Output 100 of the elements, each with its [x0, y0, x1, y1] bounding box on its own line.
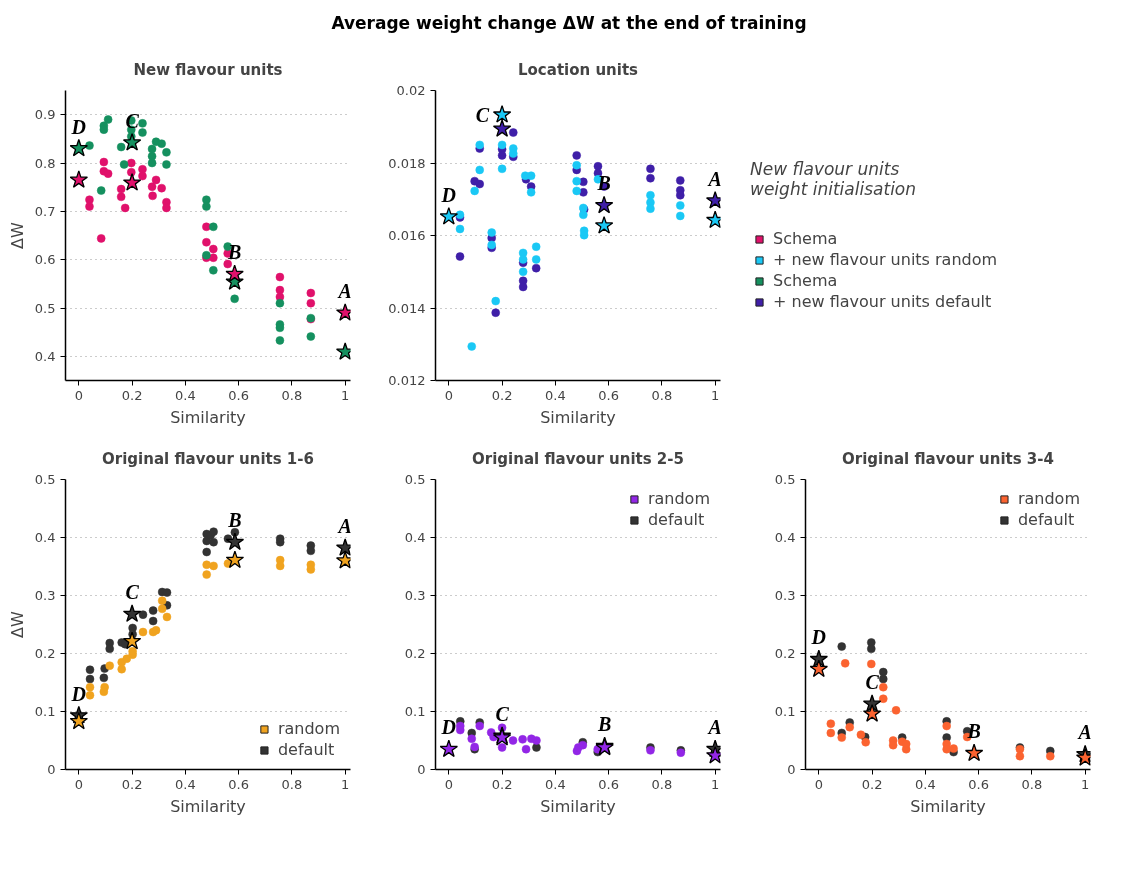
legend-label: random [1017, 489, 1080, 508]
y-tick-label: 0.8 [34, 155, 56, 171]
x-tick-label: 0.8 [651, 387, 673, 403]
x-tick-label: 0.4 [915, 776, 936, 792]
legend-label: Schema [773, 229, 838, 248]
y-tick-label: 0.016 [388, 228, 426, 243]
y-tick-label: 0 [417, 762, 426, 777]
y-axis-title: ΔW [7, 221, 27, 249]
legend-title: New flavour units weight initialisation [750, 159, 918, 199]
y-tick-label: 0.014 [388, 300, 426, 316]
chart-title: Original flavour units 1-6 [102, 449, 314, 468]
annotation: D [440, 183, 457, 206]
x-tick-label: 0.6 [228, 776, 249, 792]
x-tick-label: 0.4 [545, 387, 566, 403]
annotation: D [70, 682, 87, 705]
x-tick-label: 0.2 [861, 776, 883, 792]
x-tick-label: 0.8 [281, 387, 303, 403]
annotation: A [1076, 721, 1092, 744]
y-tick-label: 0.3 [34, 588, 56, 603]
x-axis-title: Similarity [540, 407, 616, 427]
x-tick-label: 0.6 [598, 776, 619, 792]
x-tick-label: 1 [711, 776, 720, 792]
legend-label: random [647, 489, 710, 508]
x-tick-label: 1 [341, 776, 350, 792]
legend-label: + new flavour units random [773, 250, 998, 269]
y-tick-label: 0.4 [34, 348, 56, 364]
chart-title: Original flavour units 2-5 [472, 449, 684, 468]
x-axis-title: Similarity [170, 407, 246, 427]
x-tick-label: 0.8 [1021, 776, 1043, 792]
annotation: A [706, 167, 722, 190]
legend-label: Schema [773, 271, 838, 290]
x-tick-label: 0.6 [598, 387, 619, 403]
annotation: B [596, 713, 612, 736]
y-tick-label: 0.9 [34, 107, 56, 123]
text: Average weight change ΔW at the end of training [331, 12, 807, 35]
y-tick-label: 0.7 [34, 203, 56, 219]
x-axis-title: Similarity [170, 796, 246, 816]
y-tick-label: 0.1 [404, 704, 426, 719]
x-tick-label: 0.2 [121, 387, 143, 403]
y-tick-label: 0.5 [34, 472, 56, 487]
legend-label: default [277, 740, 335, 759]
chart-title: New flavour units [133, 60, 283, 79]
x-tick-label: 0.2 [121, 776, 143, 792]
x-tick-label: 0.2 [491, 387, 513, 403]
annotation: C [125, 109, 140, 132]
x-tick-label: 0 [444, 387, 453, 403]
y-tick-label: 0.2 [404, 646, 426, 661]
y-tick-label: 0.4 [404, 530, 426, 545]
x-tick-label: 0.4 [175, 387, 196, 403]
annotation: D [810, 626, 827, 649]
x-tick-label: 0 [814, 776, 823, 792]
y-tick-label: 0.3 [404, 588, 426, 603]
y-tick-label: 0.1 [34, 704, 56, 719]
y-tick-label: 0.012 [388, 373, 426, 388]
y-tick-label: 0.018 [388, 155, 426, 171]
x-tick-label: 0.4 [545, 776, 566, 792]
y-tick-label: 0.4 [774, 530, 796, 545]
y-tick-label: 0.2 [774, 646, 796, 661]
annotation: D [70, 115, 87, 138]
chart-title: Original flavour units 3-4 [842, 449, 1054, 468]
x-tick-label: 0 [74, 387, 83, 403]
y-tick-label: 0.4 [34, 530, 56, 545]
annotation: C [125, 581, 140, 604]
y-tick-label: 0.02 [396, 83, 426, 98]
legend-label: random [277, 719, 340, 738]
legend-label: + new flavour units default [773, 292, 992, 311]
x-axis-title: Similarity [910, 796, 986, 816]
x-tick-label: 0 [74, 776, 83, 792]
y-tick-label: 0.5 [404, 472, 426, 487]
x-tick-label: 1 [1081, 776, 1090, 792]
x-tick-label: 0.2 [491, 776, 513, 792]
y-tick-label: 0.1 [774, 704, 796, 719]
y-tick-label: 0.2 [34, 646, 56, 661]
x-tick-label: 0 [444, 776, 453, 792]
y-tick-label: 0.3 [774, 588, 796, 603]
y-tick-label: 0 [787, 762, 796, 777]
annotation: B [227, 509, 242, 532]
x-tick-label: 0.8 [651, 776, 673, 792]
x-tick-label: 0.4 [175, 776, 196, 792]
annotation: C [865, 670, 880, 693]
x-tick-label: 0.6 [228, 387, 249, 403]
x-tick-label: 1 [711, 387, 720, 403]
y-tick-label: 0.6 [34, 252, 56, 268]
y-tick-label: 0 [47, 762, 56, 777]
annotation: C [495, 702, 510, 725]
y-tick-label: 0.5 [774, 472, 796, 487]
annotation: C [475, 103, 490, 126]
x-tick-label: 0.6 [968, 776, 989, 792]
annotation: A [336, 514, 352, 537]
chart-title: Location units [518, 60, 639, 79]
y-axis-title: ΔW [7, 610, 27, 638]
x-tick-label: 1 [341, 387, 350, 403]
annotation: D [440, 716, 457, 739]
x-axis-title: Similarity [540, 796, 616, 816]
x-tick-label: 0.8 [281, 776, 303, 792]
legend-label: default [1017, 510, 1075, 529]
annotation: A [706, 716, 722, 739]
y-tick-label: 0.5 [34, 300, 56, 316]
legend-label: default [647, 510, 705, 529]
annotation: A [336, 279, 352, 302]
